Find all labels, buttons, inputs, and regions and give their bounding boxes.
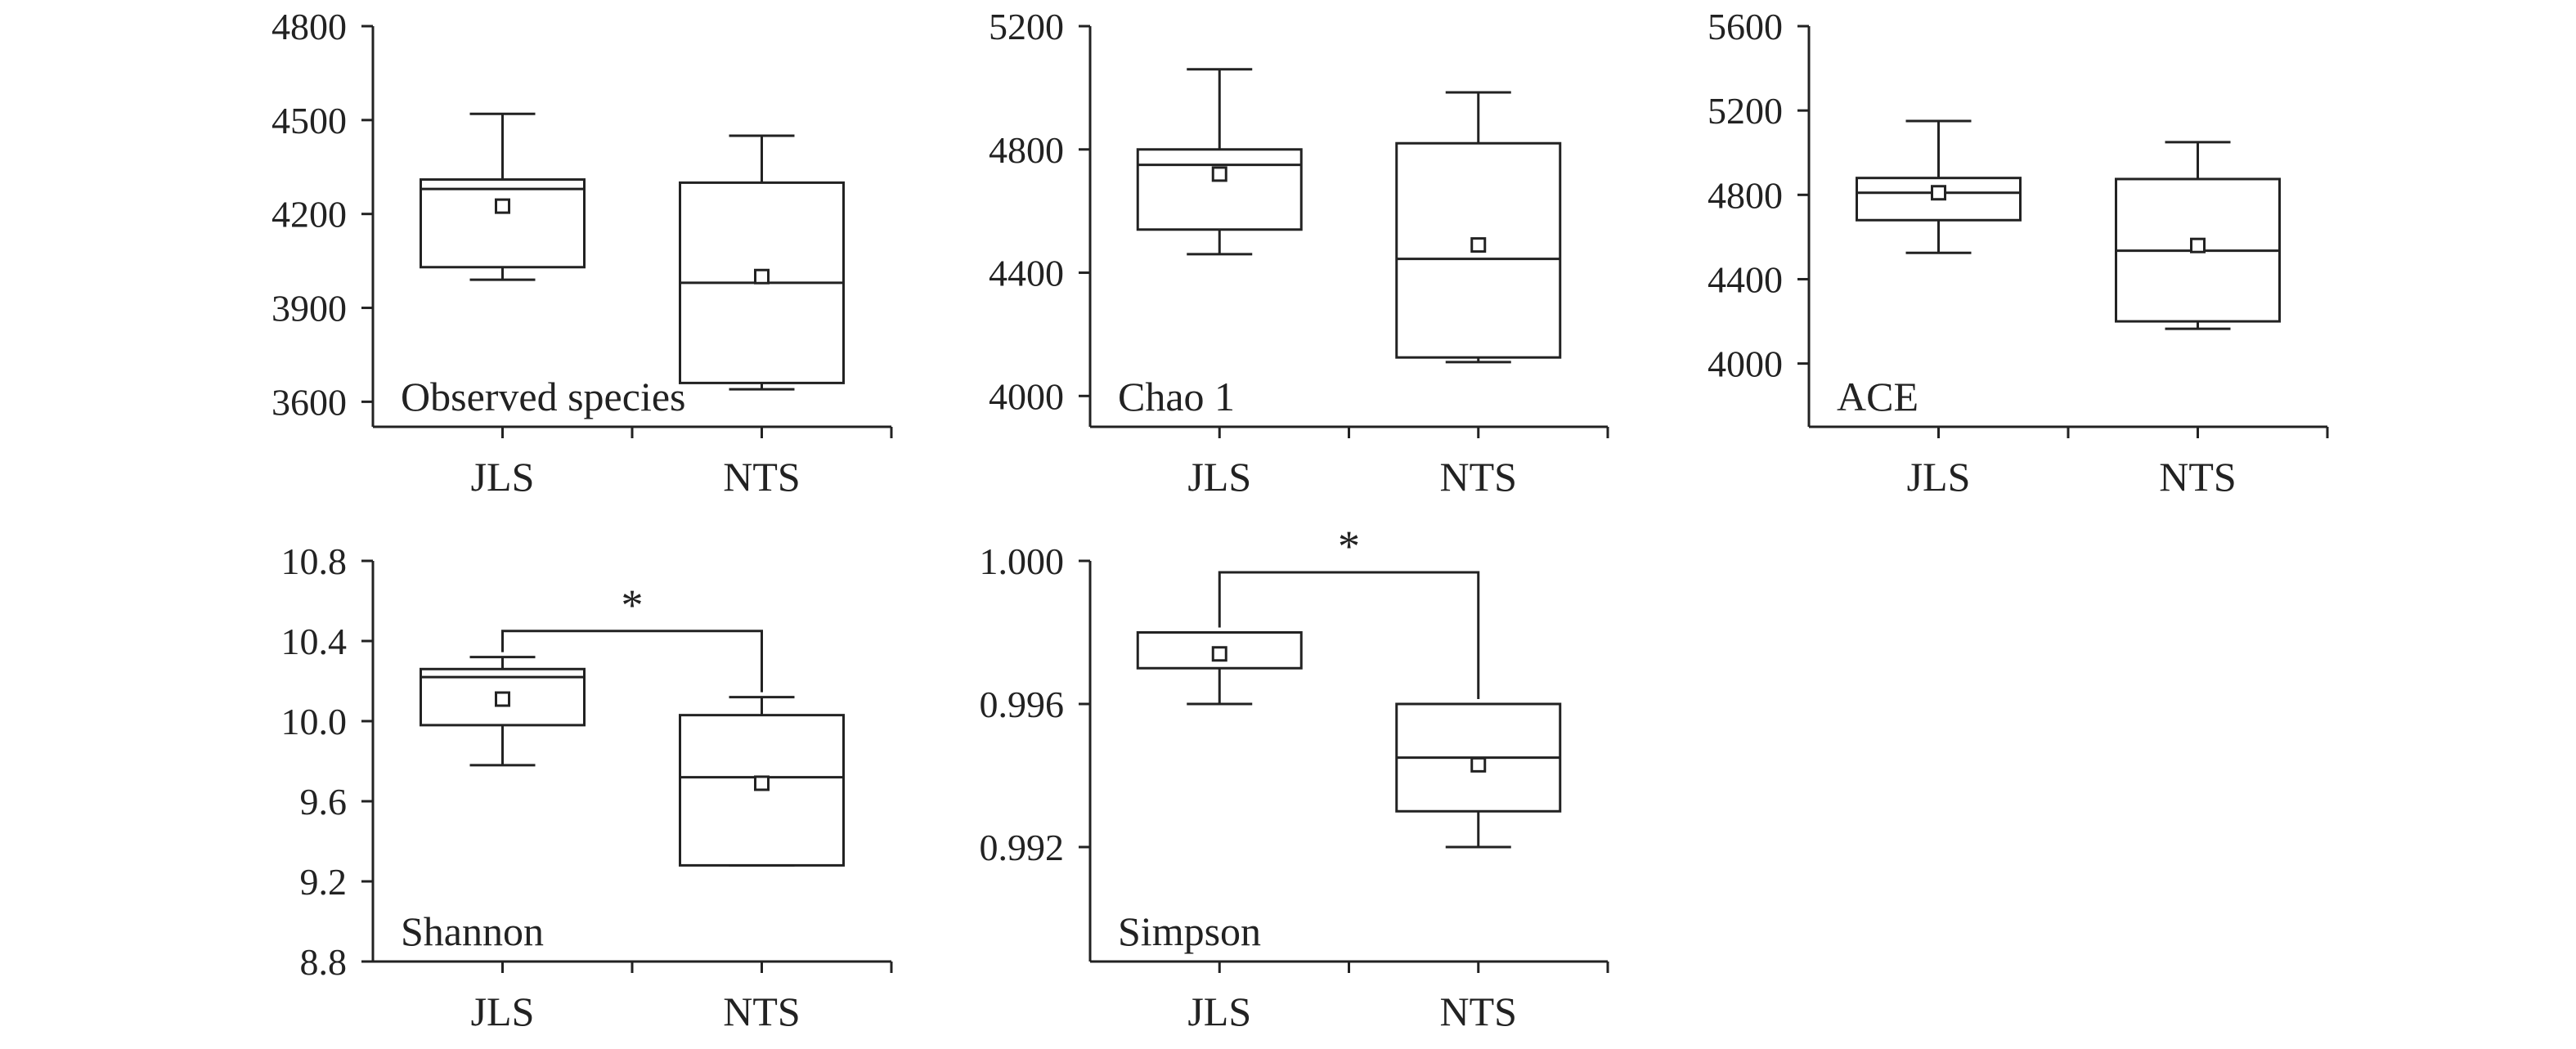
y-tick-label: 3600 (272, 381, 347, 423)
y-tick-label: 4200 (272, 194, 347, 235)
panel-label: Simpson (1118, 908, 1261, 954)
y-tick-label: 4800 (989, 129, 1064, 171)
x-tick-label-jls: JLS (1907, 454, 1971, 500)
significance-bracket: * (1218, 522, 1480, 699)
mean-marker (1931, 185, 1946, 201)
y-tick-label: 5200 (1708, 90, 1783, 132)
y-tick-label: 5200 (989, 6, 1064, 47)
iqr-box (1136, 148, 1303, 231)
x-tick-label-jls: JLS (1187, 454, 1251, 500)
significance-star: * (622, 581, 644, 630)
mean-marker (754, 268, 770, 285)
y-tick-label: 4500 (272, 100, 347, 141)
mean-marker (754, 775, 770, 791)
y-tick-label: 4400 (1708, 258, 1783, 300)
box-nts (1395, 702, 1562, 849)
mean-marker (2190, 237, 2206, 253)
mean-marker (1470, 756, 1487, 773)
y-tick-label: 4400 (989, 253, 1064, 294)
panel-chao-1: 4000 4400 4800 5200 JLS NTS Chao 1 (989, 6, 1609, 500)
x-tick-label-nts: NTS (1440, 988, 1517, 1034)
box-jls (420, 656, 586, 767)
x-tick-label-jls: JLS (471, 454, 535, 500)
box-jls (1856, 119, 2022, 254)
box-jls (420, 112, 586, 281)
x-tick-label-nts: NTS (1440, 454, 1517, 500)
y-tick-label: 10.0 (281, 701, 348, 742)
panel-label: Chao 1 (1118, 374, 1235, 419)
mean-marker (1470, 237, 1487, 253)
x-tick-label-nts: NTS (723, 988, 800, 1034)
y-tick-label: 0.996 (980, 684, 1065, 725)
panel-ace: 4000 4400 4800 5200 5600 JLS NTS ACE (1708, 6, 2329, 500)
bracket-line (1218, 571, 1480, 699)
significance-star: * (1338, 522, 1360, 571)
panel-label: Shannon (401, 908, 544, 954)
panel-observed-species: 3600 3900 4200 4500 4800 JLS NTS Observed speci… (272, 6, 893, 500)
y-tick-label: 4800 (272, 6, 347, 47)
panel-shannon: 8.8 9.2 9.6 10.0 10.4 10.8 JLS NTS * Shannon (281, 540, 893, 1034)
y-tick-label: 9.6 (300, 781, 348, 823)
x-tick-label-jls: JLS (471, 988, 535, 1034)
y-tick-label: 0.992 (980, 827, 1065, 868)
x-tick-label-jls: JLS (1187, 988, 1251, 1034)
mean-marker (495, 691, 510, 707)
significance-bracket: * (501, 581, 763, 693)
y-tick-label: 1.000 (980, 540, 1065, 582)
box-nts (1395, 91, 1562, 364)
mean-marker (1211, 166, 1227, 182)
y-tick-label: 4000 (989, 375, 1064, 417)
box-jls (1136, 68, 1303, 256)
y-tick-label: 10.8 (281, 540, 348, 582)
y-tick-label: 4000 (1708, 343, 1783, 385)
y-tick-label: 10.4 (281, 621, 348, 662)
y-tick-label: 3900 (272, 288, 347, 329)
box-nts (679, 696, 845, 867)
y-tick-label: 5600 (1708, 6, 1783, 47)
box-nts (679, 134, 845, 391)
y-tick-label: 8.8 (300, 941, 348, 983)
iqr-box (420, 178, 586, 269)
panel-label: Observed species (401, 374, 686, 419)
panel-label: ACE (1837, 374, 1919, 419)
bracket-line (501, 630, 763, 693)
x-tick-label-nts: NTS (723, 454, 800, 500)
box-jls (1136, 631, 1303, 706)
y-tick-label: 9.2 (300, 861, 348, 903)
y-tick-label: 4800 (1708, 174, 1783, 216)
box-nts (2115, 141, 2281, 330)
mean-marker (495, 198, 510, 214)
x-tick-label-nts: NTS (2159, 454, 2236, 500)
mean-marker (1211, 646, 1227, 662)
panel-simpson: 0.992 0.996 1.000 JLS NTS * Simpson (980, 522, 1609, 1034)
